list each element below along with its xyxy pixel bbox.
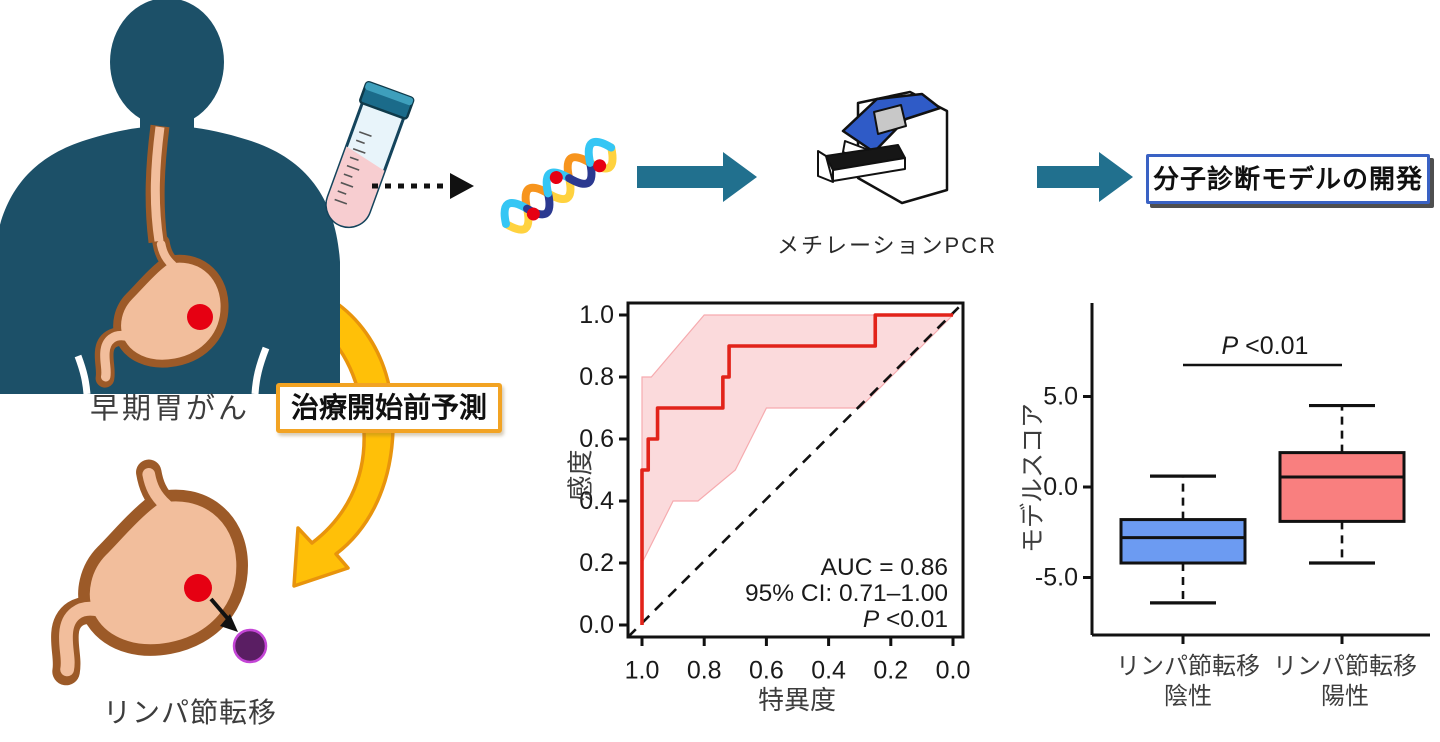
roc-ci-band <box>641 314 955 564</box>
roc-x-tick-label: 0.8 <box>687 657 722 685</box>
category-positive-line1: リンパ節転移 <box>1273 653 1417 680</box>
test-tube-icon <box>325 81 415 229</box>
roc-y-tick-label: 0.8 <box>579 363 614 391</box>
roc-chart: 1.0 0.8 0.6 0.4 0.2 0.0 0.0 0.2 0.4 0.6 0.8 1.0 感度 … <box>560 280 1000 742</box>
prediction-box: 治療開始前予測 <box>276 383 502 433</box>
flow-arrow-2 <box>1037 152 1133 202</box>
sample-to-dna-arrow <box>372 173 474 199</box>
label-early-gastric-cancer: 早期胃がん <box>89 393 250 425</box>
category-negative-line1: リンパ節転移 <box>1116 653 1260 680</box>
roc-plot-svg: 1.0 0.8 0.6 0.4 0.2 0.0 0.0 0.2 0.4 0.6 0.8 1.0 <box>579 301 971 685</box>
methyl-mark-icon <box>549 171 563 185</box>
lymph-node-icon <box>232 628 268 664</box>
methyl-mark-icon <box>593 159 607 173</box>
category-label-positive: リンパ節転移 陽性 <box>1260 652 1430 712</box>
roc-frame <box>626 301 965 639</box>
tumor-icon <box>187 304 213 330</box>
category-positive-line2: 陽性 <box>1321 683 1369 710</box>
roc-x-axis-label: 特異度 <box>757 685 836 715</box>
prediction-arrow <box>286 281 395 588</box>
dna-icon <box>500 137 617 234</box>
roc-chance-line <box>627 302 964 638</box>
roc-y-tick-label: 1.0 <box>579 301 614 329</box>
roc-x-tick-label: 0.2 <box>873 657 908 685</box>
box-positive <box>1278 451 1406 523</box>
methyl-mark-icon <box>526 207 540 221</box>
metastasis-stomach <box>65 472 268 671</box>
roc-x-tick-label: 0.4 <box>811 657 846 685</box>
roc-x-tick-label: 0.6 <box>749 657 784 685</box>
roc-x-tick-label: 1.0 <box>625 657 660 685</box>
boxplot-y-tick-label: -5.0 <box>1035 564 1078 592</box>
category-label-negative: リンパ節転移 陰性 <box>1103 652 1273 712</box>
boxplot-y-axis-label: モデルスコア <box>1019 403 1047 554</box>
roc-y-axis-label: 感度 <box>565 449 596 502</box>
roc-x-tick-label: 0.0 <box>936 657 971 685</box>
outcome-box: 分子診断モデルの開発 <box>1146 154 1430 204</box>
boxplot-y-tick-label: 0.0 <box>1043 473 1078 501</box>
roc-auc-text: AUC = 0.86 <box>820 554 948 581</box>
metastasis-arrow <box>209 597 231 622</box>
boxplot-pvalue-text: P <0.01 <box>1221 332 1309 360</box>
roc-y-tick-label: 0.0 <box>579 611 614 639</box>
boxplot-y-tick-label: 5.0 <box>1043 383 1078 411</box>
roc-y-tick-label: 0.4 <box>579 487 614 515</box>
roc-curve <box>640 313 953 625</box>
boxplot-chart: 5.0 0.0 -5.0 モデルスコア リンパ節転移 陰性 リンパ節転移 陽性 P … <box>1000 290 1440 742</box>
roc-annotations: AUC = 0.86 95% CI: 0.71–1.00 P <0.01 <box>745 555 948 633</box>
stomach-with-tumor <box>104 124 224 378</box>
category-negative-line2: 陰性 <box>1164 683 1212 710</box>
roc-pvalue-text: P <0.01 <box>862 606 948 633</box>
label-lymph-node-metastasis: リンパ節転移 <box>102 697 277 728</box>
box-negative <box>1119 518 1247 565</box>
roc-ci-text: 95% CI: 0.71–1.00 <box>745 580 948 607</box>
label-methylation-pcr: メチレーションPCR <box>776 233 997 258</box>
tumor-icon <box>184 574 212 602</box>
pcr-machine-icon <box>817 90 949 205</box>
flow-arrow-1 <box>637 152 757 202</box>
roc-y-tick-label: 0.6 <box>579 425 614 453</box>
roc-y-tick-label: 0.2 <box>579 549 614 577</box>
boxplot-svg: 5.0 0.0 -5.0 <box>1035 303 1430 644</box>
